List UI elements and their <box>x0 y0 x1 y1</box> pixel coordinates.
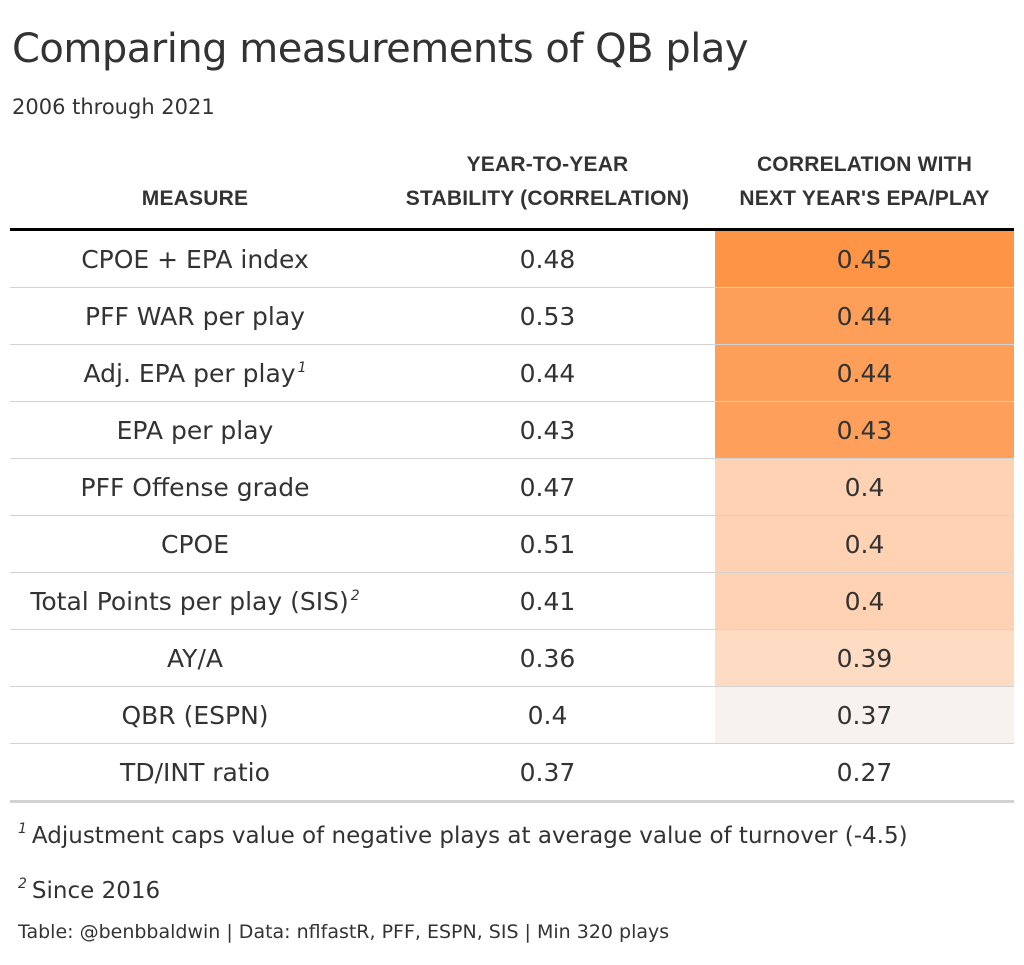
table-row: PFF Offense grade 0.47 0.4 <box>10 458 1014 516</box>
cell-measure: PFF Offense grade <box>10 458 380 516</box>
cell-measure: Adj. EPA per play 1 <box>10 344 380 402</box>
measure-label: CPOE + EPA index <box>81 244 309 274</box>
cell-measure: QBR (ESPN) <box>10 686 380 744</box>
header-row: MEASURE YEAR-TO-YEAR STABILITY (CORRELAT… <box>10 140 1014 231</box>
measure-label: QBR (ESPN) <box>121 700 269 730</box>
measure-label: AY/A <box>167 643 223 673</box>
cell-measure: CPOE <box>10 515 380 573</box>
cell-stability: 0.36 <box>380 629 715 687</box>
measure-label: Total Points per play (SIS) <box>30 586 349 616</box>
header-stability-line1: YEAR-TO-YEAR <box>466 153 629 176</box>
table-body: CPOE + EPA index 0.48 0.45 PFF WAR per play… <box>10 229 1014 803</box>
measure-label: EPA per play <box>116 415 274 445</box>
footnote-mark: 2 <box>18 876 27 892</box>
footnote-2: 2 Since 2016 <box>18 867 1018 922</box>
footnote-reference: 2 <box>350 587 360 604</box>
table-subtitle: 2006 through 2021 <box>12 95 215 119</box>
table-row: Adj. EPA per play 1 0.44 0.44 <box>10 344 1014 402</box>
cell-correlation: 0.44 <box>715 287 1014 345</box>
cell-stability: 0.47 <box>380 458 715 516</box>
cell-correlation: 0.37 <box>715 686 1014 744</box>
cell-correlation: 0.43 <box>715 401 1014 459</box>
table-row: Total Points per play (SIS) 2 0.41 0.4 <box>10 572 1014 630</box>
cell-stability: 0.51 <box>380 515 715 573</box>
cell-correlation: 0.4 <box>715 572 1014 630</box>
cell-stability: 0.53 <box>380 287 715 345</box>
cell-measure: CPOE + EPA index <box>10 229 380 288</box>
cell-measure: Total Points per play (SIS) 2 <box>10 572 380 630</box>
header-stability: YEAR-TO-YEAR STABILITY (CORRELATION) <box>380 140 715 231</box>
cell-correlation: 0.44 <box>715 344 1014 402</box>
table-row: TD/INT ratio 0.37 0.27 <box>10 743 1014 803</box>
measure-label: PFF WAR per play <box>85 301 305 331</box>
table-row: AY/A 0.36 0.39 <box>10 629 1014 687</box>
data-table: MEASURE YEAR-TO-YEAR STABILITY (CORRELAT… <box>10 140 1014 803</box>
measure-label: PFF Offense grade <box>80 472 310 502</box>
cell-correlation: 0.39 <box>715 629 1014 687</box>
table-title: Comparing measurements of QB play <box>12 26 749 72</box>
cell-stability: 0.43 <box>380 401 715 459</box>
cell-measure: TD/INT ratio <box>10 743 380 803</box>
footnote-text: Adjustment caps value of negative plays … <box>31 823 908 849</box>
table-row: CPOE 0.51 0.4 <box>10 515 1014 573</box>
cell-measure: EPA per play <box>10 401 380 459</box>
cell-stability: 0.44 <box>380 344 715 402</box>
cell-stability: 0.4 <box>380 686 715 744</box>
cell-correlation: 0.45 <box>715 229 1014 288</box>
header-correlation: CORRELATION WITH NEXT YEAR'S EPA/PLAY <box>715 140 1014 231</box>
footnote-mark: 1 <box>18 821 27 837</box>
header-stability-line2: STABILITY (CORRELATION) <box>405 187 690 210</box>
cell-stability: 0.48 <box>380 229 715 288</box>
measure-label: TD/INT ratio <box>120 757 270 787</box>
source-note: Table: @benbbaldwin | Data: nflfastR, PF… <box>18 921 670 943</box>
header-correlation-line1: CORRELATION WITH <box>756 153 973 176</box>
header-correlation-line2: NEXT YEAR'S EPA/PLAY <box>739 187 990 210</box>
table-row: EPA per play 0.43 0.43 <box>10 401 1014 459</box>
cell-correlation: 0.4 <box>715 515 1014 573</box>
header-measure: MEASURE <box>10 140 380 231</box>
footnote-reference: 1 <box>297 359 307 376</box>
footnote-text: Since 2016 <box>31 878 161 904</box>
table-row: QBR (ESPN) 0.4 0.37 <box>10 686 1014 744</box>
qb-measures-table: MEASURE YEAR-TO-YEAR STABILITY (CORRELAT… <box>10 140 1014 803</box>
cell-correlation: 0.27 <box>715 743 1014 803</box>
cell-stability: 0.41 <box>380 572 715 630</box>
footnote-1: 1 Adjustment caps value of negative plays… <box>18 812 1018 867</box>
table-row: CPOE + EPA index 0.48 0.45 <box>10 229 1014 288</box>
cell-correlation: 0.4 <box>715 458 1014 516</box>
measure-label: Adj. EPA per play <box>83 358 296 388</box>
cell-stability: 0.37 <box>380 743 715 803</box>
footnotes: 1 Adjustment caps value of negative plays… <box>18 812 1018 922</box>
header-measure-label: MEASURE <box>141 187 249 210</box>
measure-label: CPOE <box>160 529 229 559</box>
table-row: PFF WAR per play 0.53 0.44 <box>10 287 1014 345</box>
cell-measure: PFF WAR per play <box>10 287 380 345</box>
cell-measure: AY/A <box>10 629 380 687</box>
